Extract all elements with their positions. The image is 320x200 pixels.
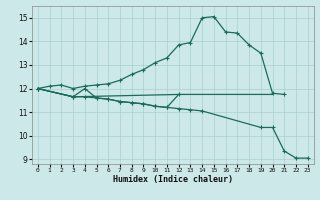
X-axis label: Humidex (Indice chaleur): Humidex (Indice chaleur) [113, 175, 233, 184]
